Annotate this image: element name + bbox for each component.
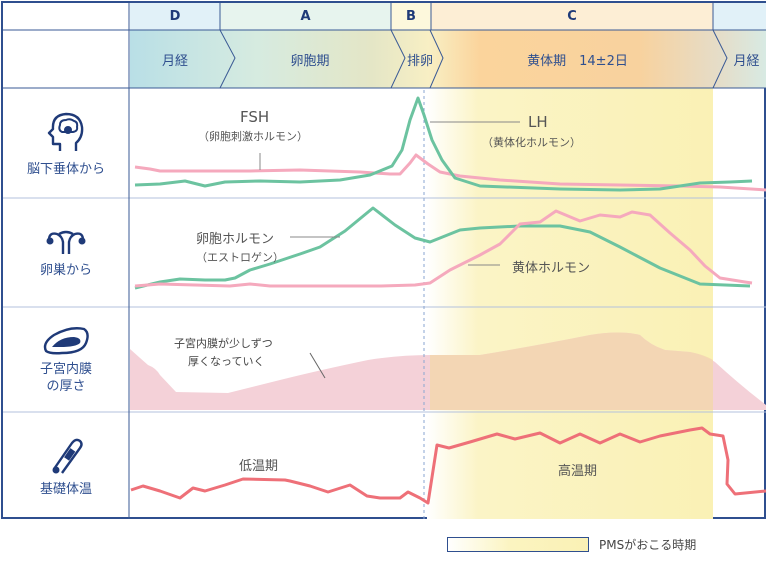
row-label-text-2: の厚さ <box>46 379 86 394</box>
diagram-frame <box>1 1 766 519</box>
lh-label: LH <box>528 113 548 131</box>
lh-curve <box>134 96 753 192</box>
row-label-text: 基礎体温 <box>39 481 92 497</box>
fsh-curve <box>134 153 767 192</box>
estrogen-curve <box>134 206 751 290</box>
row-label-endometrium: 子宮内膜 の厚さ <box>3 308 129 412</box>
row-label-text-1: 子宮内膜 <box>39 362 92 377</box>
endometrium-label-1: 子宮内膜が少しずつ <box>174 337 273 350</box>
row-label-ovary: 卵巣から <box>3 199 129 307</box>
lh-sublabel: （黄体化ホルモン） <box>482 136 581 149</box>
phase-name-menstruation: 月経 <box>161 53 188 69</box>
progesterone-curve <box>134 209 753 288</box>
phase-letter-b: B <box>406 9 416 24</box>
temperature-curve <box>130 426 767 505</box>
uterus-ovary-icon <box>46 230 86 254</box>
pms-legend-swatch <box>447 537 589 552</box>
estrogen-label: 卵胞ホルモン <box>196 232 275 247</box>
phase-name-follicular: 卵胞期 <box>290 53 330 69</box>
phase-letter-a: A <box>300 9 311 24</box>
phase-letter-d: D <box>169 9 181 24</box>
row-label-text: 卵巣から <box>39 262 92 278</box>
fsh-label: FSH <box>240 108 270 126</box>
phase-letter-c: C <box>567 9 577 24</box>
row-label-text: 脳下垂体から <box>26 161 105 177</box>
legend: PMSがおこる時期 <box>447 536 696 553</box>
thermometer-icon <box>52 438 83 474</box>
phase-name-luteal: 黄体期 14±2日 <box>527 53 628 69</box>
progesterone-label: 黄体ホルモン <box>512 261 591 276</box>
brain-head-icon <box>47 112 84 151</box>
phase-name-ovulation: 排卵 <box>406 53 433 69</box>
fsh-sublabel: （卵胞刺激ホルモン） <box>198 130 308 143</box>
high-temp-label: 高温期 <box>558 464 598 479</box>
estrogen-sublabel: （エストロゲン） <box>196 251 284 264</box>
phase-name-menstruation-next: 月経 <box>733 53 760 69</box>
endometrium-icon <box>43 327 89 355</box>
row-label-pituitary: 脳下垂体から <box>3 90 129 198</box>
pms-legend-label: PMSがおこる時期 <box>599 538 697 552</box>
row-label-temperature: 基礎体温 <box>3 413 129 519</box>
low-temp-label: 低温期 <box>239 459 279 474</box>
endometrium-label-2: 厚くなっていく <box>188 355 265 368</box>
